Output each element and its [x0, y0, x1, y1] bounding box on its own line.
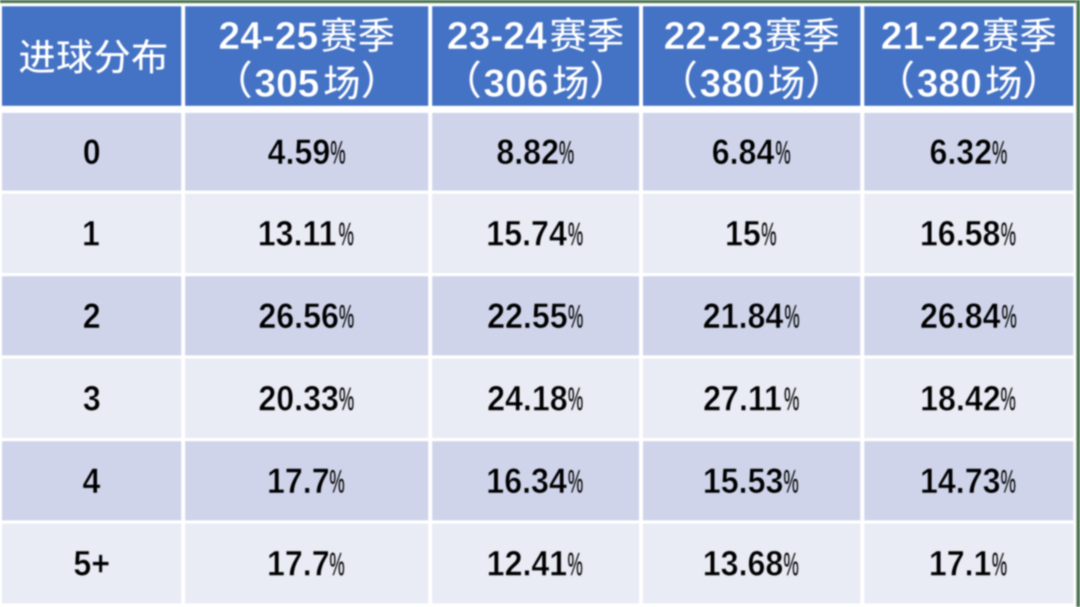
svg-text:27.11: 27.11 — [703, 380, 782, 419]
svg-text:26.84: 26.84 — [920, 298, 1001, 337]
svg-text:5+: 5+ — [73, 545, 110, 584]
svg-text:16.34: 16.34 — [486, 463, 567, 502]
svg-text:4: 4 — [83, 463, 101, 502]
svg-text:15.74: 15.74 — [486, 215, 567, 254]
svg-text:22.55: 22.55 — [487, 298, 568, 337]
svg-text:0: 0 — [83, 134, 101, 173]
svg-text:8.82: 8.82 — [496, 134, 559, 173]
svg-text:17.1: 17.1 — [929, 545, 992, 584]
svg-text:21-22: 21-22 — [881, 15, 981, 58]
svg-text:22-23: 22-23 — [664, 15, 764, 58]
svg-text:14.73: 14.73 — [920, 463, 1001, 502]
svg-text:15.53: 15.53 — [703, 463, 784, 502]
svg-text:13.11: 13.11 — [258, 215, 337, 254]
svg-text:16.58: 16.58 — [920, 215, 1001, 254]
svg-text:13.68: 13.68 — [703, 545, 784, 584]
svg-text:23-24: 23-24 — [447, 15, 547, 58]
svg-text:6.84: 6.84 — [712, 134, 775, 173]
svg-text:17.7: 17.7 — [267, 545, 330, 584]
svg-text:17.7: 17.7 — [267, 463, 330, 502]
svg-text:26.56: 26.56 — [258, 298, 339, 337]
svg-text:24.18: 24.18 — [487, 380, 568, 419]
svg-text:12.41: 12.41 — [487, 545, 568, 584]
svg-text:2: 2 — [83, 298, 101, 337]
svg-text:6.32: 6.32 — [929, 134, 992, 173]
svg-text:20.33: 20.33 — [258, 380, 339, 419]
svg-text:18.42: 18.42 — [920, 380, 1001, 419]
svg-text:305: 305 — [254, 63, 319, 106]
svg-text:380: 380 — [917, 63, 982, 106]
svg-text:306: 306 — [483, 63, 548, 106]
svg-text:24-25: 24-25 — [218, 15, 318, 58]
svg-text:21.84: 21.84 — [703, 298, 784, 337]
svg-text:15: 15 — [725, 215, 761, 254]
svg-text:4.59: 4.59 — [268, 134, 331, 173]
svg-text:3: 3 — [83, 380, 101, 419]
svg-text:1: 1 — [82, 215, 100, 254]
svg-text:380: 380 — [700, 63, 765, 106]
